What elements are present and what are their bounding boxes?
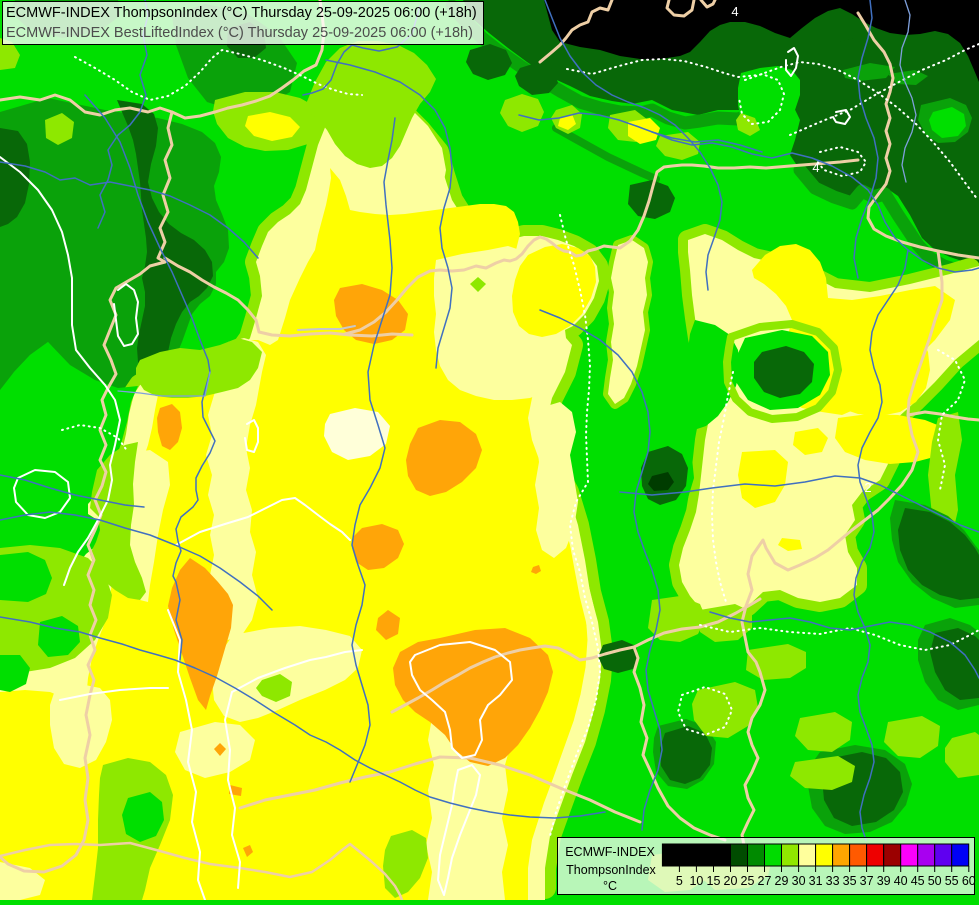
svg-text:37: 37 bbox=[860, 874, 874, 888]
svg-text:°C: °C bbox=[603, 879, 617, 893]
svg-text:ECMWF-INDEX: ECMWF-INDEX bbox=[565, 845, 655, 859]
svg-text:40: 40 bbox=[894, 874, 908, 888]
svg-text:50: 50 bbox=[928, 874, 942, 888]
svg-text:31: 31 bbox=[809, 874, 823, 888]
svg-text:30: 30 bbox=[792, 874, 806, 888]
svg-text:5: 5 bbox=[676, 874, 683, 888]
svg-text:55: 55 bbox=[945, 874, 959, 888]
svg-text:10: 10 bbox=[689, 874, 703, 888]
svg-text:29: 29 bbox=[775, 874, 789, 888]
svg-text:ThompsonIndex: ThompsonIndex bbox=[566, 863, 656, 877]
svg-text:4: 4 bbox=[731, 4, 738, 19]
svg-text:45: 45 bbox=[911, 874, 925, 888]
svg-text:27: 27 bbox=[758, 874, 772, 888]
svg-text:25: 25 bbox=[741, 874, 755, 888]
svg-text:33: 33 bbox=[826, 874, 840, 888]
svg-text:20: 20 bbox=[724, 874, 738, 888]
svg-text:4: 4 bbox=[812, 160, 819, 175]
svg-text:39: 39 bbox=[877, 874, 891, 888]
svg-text:35: 35 bbox=[843, 874, 857, 888]
svg-text:15: 15 bbox=[707, 874, 721, 888]
svg-text:60: 60 bbox=[962, 874, 976, 888]
svg-text:2: 2 bbox=[864, 480, 871, 495]
